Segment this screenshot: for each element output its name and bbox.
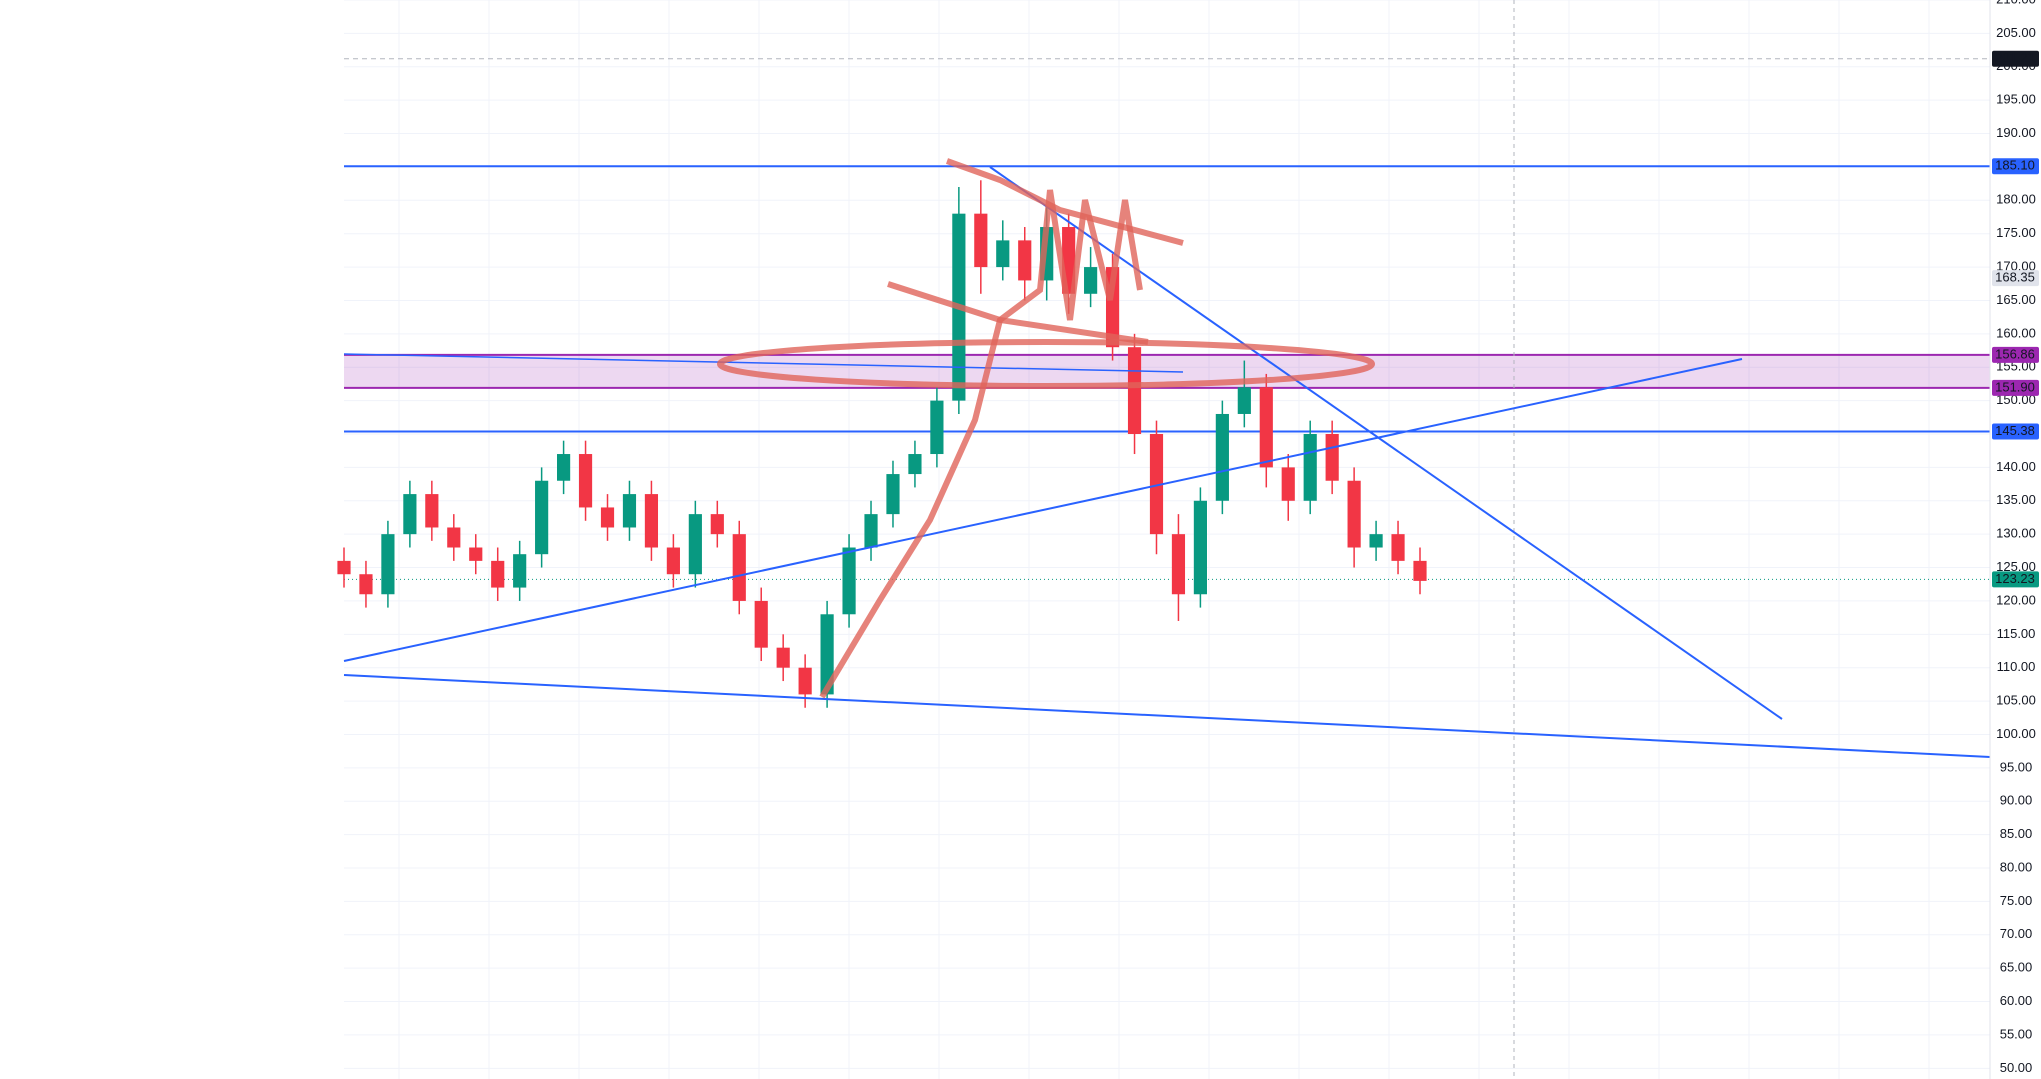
y-tick-label: 70.00: [2000, 926, 2033, 941]
candle-body: [337, 560, 351, 575]
y-tick-label: 80.00: [2000, 859, 2033, 874]
price-tags: 201.21 185.10 168.35 156.86 151.90 145.38 123.…: [1992, 50, 2039, 588]
y-tick-label: 85.00: [2000, 826, 2033, 841]
candle-body: [776, 647, 790, 668]
candle-body: [732, 534, 746, 601]
candle-body: [644, 494, 659, 548]
candle-body: [754, 600, 768, 648]
candle-body: [1391, 534, 1405, 561]
candle-body: [600, 507, 615, 528]
y-tick-label: 60.00: [2000, 993, 2033, 1008]
drawing-stroke: [819, 189, 1143, 699]
y-tick-label: 90.00: [2000, 793, 2033, 808]
price-tag: [1992, 423, 2039, 440]
drawings: [343, 0, 1991, 1079]
grid: [344, 0, 1990, 1079]
candle-body: [1149, 434, 1164, 535]
y-tick-label: 95.00: [2000, 759, 2033, 774]
candle-body: [1325, 434, 1339, 481]
candle-body: [1303, 434, 1317, 501]
price-tag: [1992, 158, 2039, 175]
price-tag: [1992, 346, 2039, 363]
candle-body: [974, 213, 988, 268]
y-tick-label: 65.00: [2000, 960, 2033, 975]
candle-body: [359, 574, 373, 595]
y-tick-label: 100.00: [1996, 726, 2036, 741]
candle-body: [1369, 534, 1383, 548]
candle-body: [1193, 500, 1207, 595]
candle-body: [996, 240, 1010, 268]
y-tick-label: 105.00: [1996, 693, 2036, 708]
candle-body: [1018, 240, 1032, 281]
price-tag-label: 123.23: [1995, 571, 2035, 586]
candle-body: [1413, 560, 1427, 581]
price-tag: [1992, 50, 2039, 67]
y-tick-label: 55.00: [2000, 1026, 2033, 1041]
y-tick-label: 195.00: [1996, 92, 2036, 107]
y-tick-label: 115.00: [1997, 626, 2036, 641]
candle-body: [710, 514, 724, 535]
y-tick-label: 140.00: [1996, 459, 2036, 474]
y-tick-label: 50.00: [2000, 1060, 2033, 1075]
y-tick-label: 130.00: [1996, 526, 2036, 541]
y-tick-label: 135.00: [1996, 492, 2036, 507]
price-tag-label: 201.21: [1995, 50, 2035, 65]
candle-body: [864, 514, 878, 548]
candle-body: [578, 454, 593, 508]
candle-body: [798, 667, 812, 695]
y-tick-label: 205.00: [1996, 25, 2036, 40]
candles: [337, 180, 1427, 708]
y-tick-label: 165.00: [1996, 292, 2036, 307]
candle-body: [513, 554, 527, 588]
trend-line: [343, 353, 1184, 373]
trend-line: [343, 674, 1991, 758]
candle-body: [557, 454, 571, 481]
candle-body: [491, 560, 505, 588]
candle-body: [930, 400, 944, 455]
y-tick-label: 210.00: [1996, 0, 2036, 6]
candle-body: [666, 547, 680, 575]
y-tick-label: 190.00: [1996, 125, 2036, 140]
drawing-ellipse: [717, 339, 1375, 389]
candle-body: [1084, 267, 1098, 294]
candle-body: [381, 534, 395, 595]
candle-body: [622, 494, 637, 528]
y-tick-label: 175.00: [1996, 225, 2036, 240]
candle-body: [1259, 387, 1273, 468]
y-tick-label: 180.00: [1996, 192, 2036, 207]
y-tick-label: 75.00: [2000, 893, 2033, 908]
price-tag: [1992, 571, 2039, 588]
y-tick-label: 120.00: [1996, 592, 2036, 607]
candle-body: [1127, 347, 1142, 435]
candle-body: [688, 514, 702, 575]
candle-body: [908, 454, 922, 475]
candle-body: [1215, 413, 1229, 501]
y-tick-label: 125.00: [1996, 559, 2036, 574]
candle-body: [469, 547, 483, 561]
price-tag-label: 168.35: [1995, 270, 2035, 285]
y-tick-label: 160.00: [1996, 325, 2036, 340]
candle-body: [403, 494, 417, 535]
price-tag-label: 151.90: [1995, 379, 2035, 394]
price-tag: [1992, 379, 2039, 396]
trend-line: [989, 166, 1783, 720]
price-tag: [1992, 270, 2039, 287]
candle-body: [1347, 480, 1361, 548]
candle-body: [447, 527, 461, 548]
candle-body: [820, 614, 834, 695]
y-tick-label: 170.00: [1996, 259, 2036, 274]
y-tick-label: 110.00: [1997, 659, 2036, 674]
trend-line: [343, 358, 1743, 662]
candle-body: [535, 480, 549, 555]
candle-body: [886, 474, 900, 515]
price-tag-label: 185.10: [1995, 158, 2035, 173]
candle-body: [1281, 467, 1295, 501]
candle-body: [425, 494, 439, 528]
price-tag-label: 156.86: [1995, 346, 2035, 361]
candle-body: [842, 547, 856, 615]
candle-body: [1171, 534, 1186, 595]
candle-body: [1237, 387, 1251, 414]
price-tag-label: 145.38: [1995, 423, 2035, 438]
